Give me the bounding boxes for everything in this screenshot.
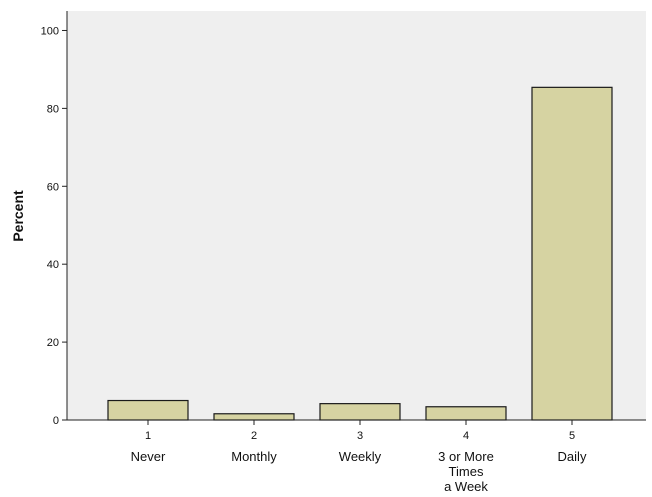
x-tick-label: Daily — [558, 449, 587, 464]
y-tick-label: 100 — [41, 25, 59, 37]
bars-group — [107, 86, 613, 421]
x-tick-label: 3 or More — [438, 449, 494, 464]
x-tick-label: Never — [131, 449, 166, 464]
bar-1 — [107, 399, 189, 421]
bar-5 — [531, 86, 613, 421]
bar-2 — [213, 413, 295, 421]
y-tick-label: 40 — [47, 259, 59, 271]
x-tick-code: 4 — [463, 430, 469, 442]
x-tick-label: Monthly — [231, 449, 277, 464]
y-tick-label: 80 — [47, 103, 59, 115]
x-tick-label: Times — [449, 464, 484, 479]
bar-3 — [319, 403, 401, 421]
x-tick-label: a Week — [444, 479, 488, 494]
x-tick-code: 2 — [251, 430, 257, 442]
y-tick-label: 20 — [47, 337, 59, 349]
x-tick-code: 1 — [145, 430, 151, 442]
y-axis-label: Percent — [10, 190, 26, 242]
y-tick-label: 60 — [47, 181, 59, 193]
y-tick-label: 0 — [53, 415, 59, 427]
x-tick-code: 3 — [357, 430, 363, 442]
y-axis: 0 20 40 60 80 100 — [41, 11, 68, 427]
x-tick-code: 5 — [569, 430, 575, 442]
x-tick-label: Weekly — [339, 449, 382, 464]
bar-4 — [425, 406, 507, 421]
